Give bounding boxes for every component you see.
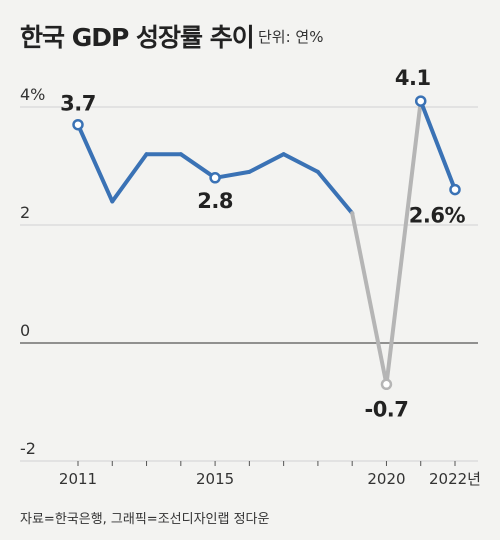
source-credit: 자료=한국은행, 그래픽=조선디자인랩 정다운	[20, 512, 270, 527]
series-line-segment	[247, 152, 286, 174]
data-label-2021: 4.1	[395, 66, 431, 90]
unit-label: 단위: 연%	[258, 28, 324, 46]
series-points	[72, 95, 461, 391]
data-point-2022	[449, 183, 461, 196]
y-tick-label: 2	[20, 203, 30, 222]
data-point-2011	[72, 118, 84, 131]
y-tick-label: 4%	[20, 85, 45, 104]
x-tick-label: 2022년	[429, 470, 481, 488]
data-label-2011: 3.7	[60, 92, 96, 116]
x-tick-label: 2020	[367, 470, 405, 488]
data-label-2022: 2.6%	[409, 204, 466, 228]
data-label-2020: -0.7	[364, 397, 408, 421]
gridlines	[20, 106, 478, 462]
series-line-segment	[350, 211, 389, 387]
chart-title: 한국 GDP 성장률 추이	[20, 23, 255, 52]
series-line-segment	[384, 99, 423, 387]
line-chart: 4% 2 0 -2 2011 2015 2020 2022년 3.7 2.8 -0.7 4.1 2.…	[20, 66, 481, 488]
x-axis-ticks: 2011 2015 2020 2022년	[59, 461, 481, 488]
series-line-segment	[213, 169, 252, 180]
series-line-segment	[110, 152, 149, 204]
x-tick-label: 2015	[196, 470, 234, 488]
y-tick-label: 0	[20, 321, 30, 340]
data-point-2021	[414, 95, 427, 107]
series-line-segment	[315, 169, 355, 216]
series-line-segment	[418, 99, 457, 192]
data-labels: 3.7 2.8 -0.7 4.1 2.6%	[60, 66, 466, 421]
data-point-2015	[209, 172, 221, 184]
series-line-segment	[76, 122, 115, 204]
y-axis-ticks: 4% 2 0 -2	[20, 85, 45, 458]
data-point-2020	[380, 378, 393, 391]
y-tick-label: -2	[20, 439, 36, 458]
series-line-segment	[178, 152, 218, 180]
series-lines	[76, 99, 457, 387]
series-line-segment	[281, 152, 320, 174]
data-label-2015: 2.8	[197, 189, 233, 213]
x-tick-label: 2011	[59, 470, 97, 488]
